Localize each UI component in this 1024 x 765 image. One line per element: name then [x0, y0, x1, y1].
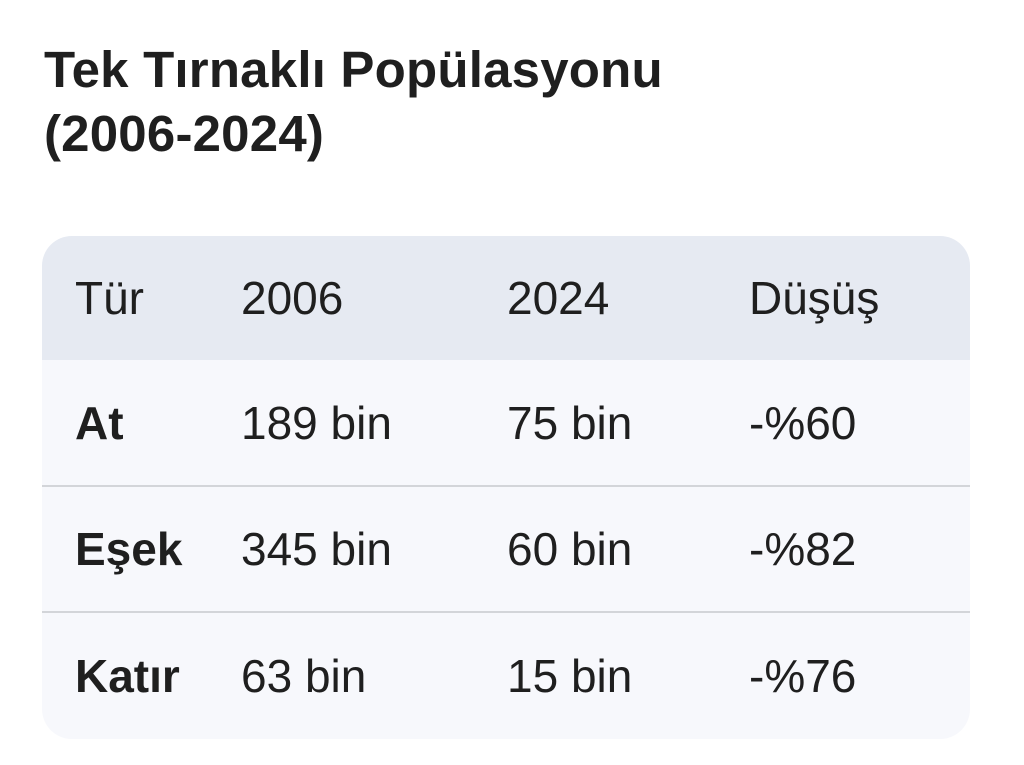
title-line-2: (2006-2024) — [44, 105, 325, 162]
column-header-species: Tür — [75, 272, 144, 324]
table-header: Tür 2006 2024 Düşüş — [42, 236, 970, 360]
population-table-card: Tür 2006 2024 Düşüş At 189 bin 75 bin -%… — [42, 236, 970, 739]
column-header-2006: 2006 — [241, 272, 344, 324]
title-line-1: Tek Tırnaklı Popülasyonu — [44, 41, 663, 98]
cell-2024: 15 bin — [507, 649, 633, 702]
population-table: Tür 2006 2024 Düşüş At 189 bin 75 bin -%… — [42, 236, 970, 738]
column-header-decline: Düşüş — [749, 272, 880, 324]
column-header-2024: 2024 — [507, 272, 610, 324]
page-title: Tek Tırnaklı Popülasyonu (2006-2024) — [44, 38, 944, 166]
cell-species: Eşek — [75, 523, 183, 575]
cell-2006: 345 bin — [241, 523, 392, 575]
cell-decline: -%82 — [749, 523, 857, 575]
cell-2006: 63 bin — [241, 649, 367, 702]
cell-2024: 60 bin — [507, 523, 633, 575]
table-body: At 189 bin 75 bin -%60 Eşek 345 bin 60 b… — [42, 360, 970, 738]
table-row: Eşek 345 bin 60 bin -%82 — [42, 486, 970, 612]
cell-species: At — [75, 396, 124, 449]
cell-2006: 189 bin — [241, 396, 392, 449]
cell-species: Katır — [75, 649, 180, 702]
cell-2024: 75 bin — [507, 396, 633, 449]
table-row: At 189 bin 75 bin -%60 — [42, 360, 970, 486]
table-header-row: Tür 2006 2024 Düşüş — [42, 236, 970, 360]
table-row: Katır 63 bin 15 bin -%76 — [42, 612, 970, 738]
cell-decline: -%76 — [749, 649, 857, 702]
cell-decline: -%60 — [749, 396, 857, 449]
